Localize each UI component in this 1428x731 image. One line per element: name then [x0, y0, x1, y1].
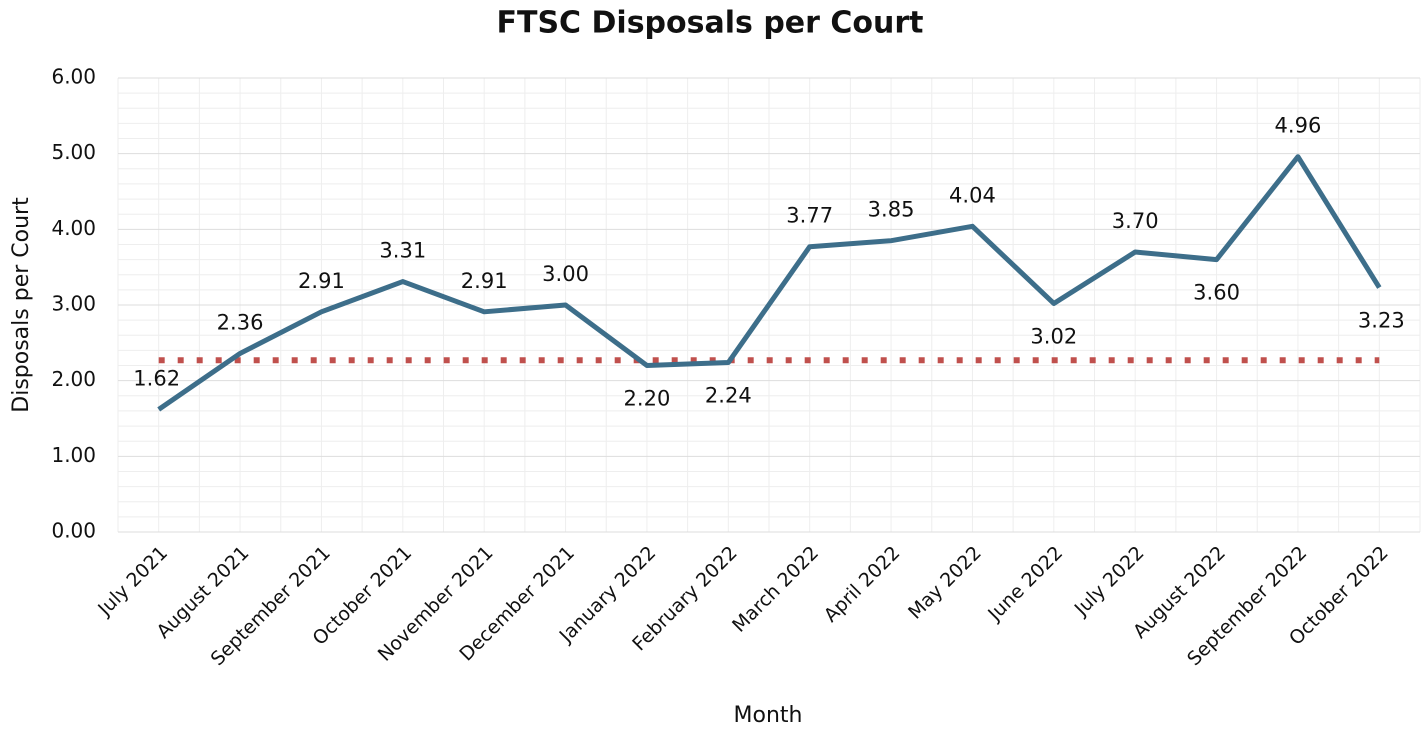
y-axis-label: Disposals per Court: [9, 197, 34, 413]
y-tick-label: 2.00: [51, 367, 96, 391]
y-tick-label: 6.00: [51, 65, 96, 89]
x-tick-label: May 2022: [904, 542, 986, 624]
data-label: 2.91: [461, 269, 508, 293]
y-tick-label: 4.00: [51, 216, 96, 240]
data-label: 3.31: [379, 239, 426, 263]
x-tick-label: July 2021: [93, 542, 172, 621]
x-tick-label: March 2022: [728, 542, 823, 637]
chart-title: FTSC Disposals per Court: [496, 6, 923, 41]
x-axis-label: Month: [734, 703, 803, 728]
y-tick-label: 1.00: [51, 443, 96, 467]
data-label: 2.24: [705, 384, 752, 408]
data-label: 3.00: [542, 262, 589, 286]
data-label: 3.02: [1030, 324, 1077, 348]
data-label: 4.96: [1275, 114, 1322, 138]
data-label: 2.36: [217, 310, 264, 334]
data-label: 2.91: [298, 269, 345, 293]
x-tick-label: April 2022: [820, 542, 905, 627]
data-label: 4.04: [949, 183, 996, 207]
data-label: 3.60: [1193, 281, 1240, 305]
data-label: 2.20: [624, 387, 671, 411]
data-label: 3.70: [1112, 209, 1159, 233]
x-tick-label: June 2022: [983, 542, 1067, 626]
y-tick-label: 3.00: [51, 292, 96, 316]
data-label: 1.62: [133, 366, 180, 390]
y-tick-label: 0.00: [51, 519, 96, 543]
data-label: 3.77: [786, 204, 833, 228]
data-label: 3.85: [868, 198, 915, 222]
data-label: 3.23: [1358, 309, 1405, 333]
x-tick-label: July 2022: [1070, 542, 1149, 621]
y-tick-label: 5.00: [51, 140, 96, 164]
series-line: [157, 154, 1382, 412]
